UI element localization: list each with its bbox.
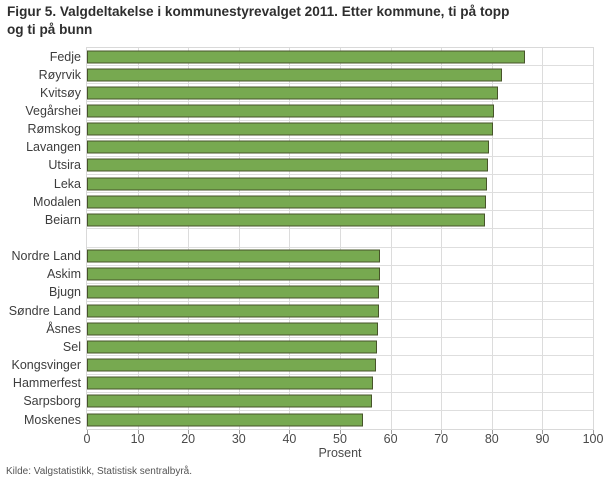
tick-mark (137, 430, 139, 434)
bar (87, 322, 378, 336)
x-tick-label: 90 (535, 432, 550, 446)
category-label: Bjugn (49, 285, 81, 300)
bar-row: Røyrvik (39, 66, 593, 85)
gridline (441, 48, 443, 429)
tick-mark (390, 430, 392, 434)
category-label: Sarpsborg (23, 394, 81, 409)
x-axis-title: Prosent (318, 446, 362, 460)
x-tick-label: 60 (383, 432, 398, 446)
bar (87, 376, 373, 390)
bar (87, 213, 486, 227)
x-tick-label: 20 (181, 432, 196, 446)
bar (87, 50, 526, 64)
category-label: Utsira (48, 158, 81, 173)
x-tick-label: 10 (130, 432, 145, 446)
bar-row: Sel (63, 338, 593, 357)
bar (87, 394, 372, 408)
bar (87, 68, 503, 82)
category-label: Moskenes (24, 412, 81, 427)
bar-row: Nordre Land (12, 248, 593, 266)
bar-row: Lavangen (26, 139, 593, 157)
tick-mark (289, 430, 291, 434)
gridline (491, 48, 493, 429)
bar (87, 122, 494, 136)
bar-row: Kvitsøy (40, 84, 593, 103)
bar-row: Utsira (48, 157, 593, 175)
category-label: Beiarn (44, 212, 81, 227)
tick-mark (441, 430, 443, 434)
plot-area: Fedje Røyrvik Kvitsøy Vegårshei Rømskog Lavan… (9, 47, 594, 430)
bar (87, 285, 380, 299)
group-gap-row (87, 229, 593, 248)
bar-row: Fedje (50, 48, 593, 67)
x-axis-tick-labels: 0 10 20 30 40 50 60 70 80 90 100 (83, 432, 604, 446)
x-tick-label: 70 (434, 432, 449, 446)
category-label: Kongsvinger (11, 357, 82, 372)
tick-mark (238, 430, 240, 434)
bar-row: Rømskog (28, 121, 593, 139)
tick-mark (340, 430, 341, 434)
bar (87, 249, 381, 263)
bar (87, 413, 363, 427)
bar-row: Leka (54, 175, 593, 194)
gridline (542, 48, 544, 429)
bar (87, 304, 379, 318)
bar-row: Sarpsborg (23, 393, 593, 411)
category-label: Leka (53, 176, 81, 191)
bar-row: Kongsvinger (12, 356, 593, 375)
category-label: Søndre Land (8, 303, 81, 318)
gridline (390, 48, 392, 429)
bar (87, 177, 488, 191)
gridline (137, 48, 139, 429)
bar (87, 104, 494, 118)
bar (87, 358, 376, 372)
x-tick-label: 80 (484, 432, 499, 446)
tick-mark (87, 430, 88, 434)
bar-row: Søndre Land (9, 302, 593, 321)
category-label: Rømskog (27, 122, 81, 137)
bar (87, 340, 377, 354)
bar-row: Moskenes (24, 411, 593, 429)
tick-mark (491, 430, 493, 434)
category-label: Røyrvik (38, 67, 81, 82)
x-tick-label: 100 (582, 432, 604, 446)
bar (87, 140, 490, 154)
tick-mark (188, 430, 190, 434)
bar-row: Åsnes (46, 320, 593, 339)
gridline (289, 48, 291, 429)
gridline (238, 48, 240, 429)
bar-row: Askim (47, 266, 593, 284)
source-note: Kilde: Valgstatistikk, Statistisk sentra… (6, 466, 192, 477)
gridline (340, 48, 341, 429)
category-label: Lavangen (26, 140, 81, 155)
category-label: Fedje (49, 49, 81, 64)
bar-row: Bjugn (49, 284, 593, 302)
bar (87, 86, 499, 100)
category-label: Hammerfest (12, 376, 81, 391)
x-tick-label: 40 (282, 432, 297, 446)
x-axis-tickmarks (87, 430, 594, 434)
bar-row: Hammerfest (13, 375, 593, 393)
category-label: Nordre Land (11, 249, 82, 264)
tick-mark (542, 430, 544, 434)
category-label: Åsnes (46, 321, 81, 336)
bar (87, 195, 487, 209)
bar-row: Modalen (33, 193, 593, 212)
category-label: Kvitsøy (40, 85, 81, 100)
bar (87, 158, 489, 172)
bar-row: Beiarn (45, 211, 593, 230)
x-tick-label: 30 (231, 432, 246, 446)
bar (87, 267, 380, 281)
x-tick-label: 0 (83, 432, 91, 446)
x-tick-label: 50 (333, 432, 347, 446)
chart-title: Figur 5. Valgdeltakelse i kommunestyreva… (7, 4, 510, 37)
tick-mark (593, 430, 594, 434)
gridline (188, 48, 190, 429)
category-label: Askim (46, 267, 81, 282)
category-label: Vegårshei (25, 103, 81, 118)
category-label: Modalen (33, 194, 81, 209)
category-label: Sel (62, 339, 81, 354)
bar-row: Vegårshei (25, 102, 593, 121)
